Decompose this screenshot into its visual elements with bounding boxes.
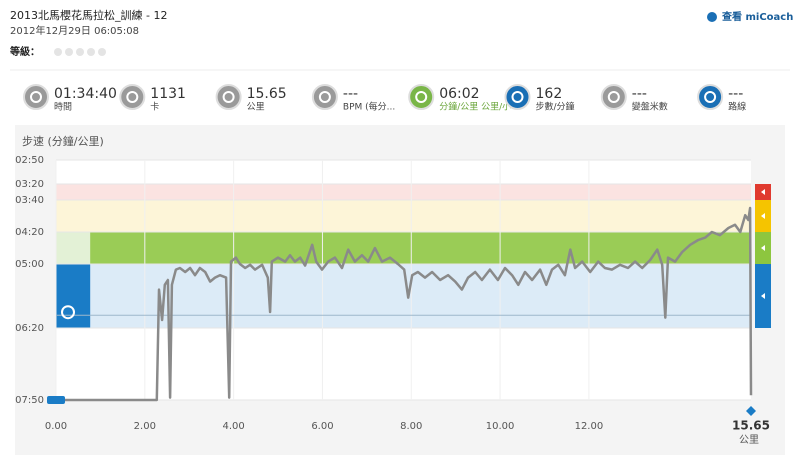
x-tick-label: 10.00 <box>486 421 515 432</box>
x-end-label: 15.65 <box>732 419 770 433</box>
stat-value: --- <box>632 86 647 102</box>
y-tick-label: 03:20 <box>15 179 44 190</box>
chart-title: 步速 (分鐘/公里) <box>22 134 104 148</box>
chart: 02:50 03:20 03:40 04:20 05:00 06:20 07:50 0.00 2… <box>15 155 771 446</box>
stat-value: 162 <box>536 86 563 102</box>
workout-date: 2012年12月29日 06:05:08 <box>10 24 139 37</box>
stat-label: 卡 <box>150 101 159 113</box>
x-tick-label: 2.00 <box>134 421 156 432</box>
rating-label: 等級： <box>10 45 40 58</box>
zone-tab-arrow <box>761 245 765 251</box>
x-tick-label: 0.00 <box>45 421 67 432</box>
workout-title: 2013北馬櫻花馬拉松_訓練 - 12 <box>10 8 167 22</box>
stat-icon <box>119 84 146 110</box>
x-tick-label: 6.00 <box>311 421 333 432</box>
pace-line <box>56 206 753 402</box>
link-icon[interactable] <box>707 12 717 22</box>
y-tick-label: 04:20 <box>15 227 44 238</box>
zone-tab-arrow <box>761 293 765 299</box>
stat-icon <box>408 84 435 110</box>
stat-icon-glyph <box>511 91 524 103</box>
y-tick-label: 03:40 <box>15 195 44 206</box>
micoach-link[interactable]: 查看 miCoach <box>721 10 793 23</box>
stat-value: 1131 <box>150 86 186 102</box>
y-tick-label: 07:50 <box>15 395 44 406</box>
zone-tab-arrow <box>761 189 765 195</box>
stat-value: 15.65 <box>247 86 287 102</box>
x-tick-label: 8.00 <box>400 421 422 432</box>
stat-value: --- <box>343 86 358 102</box>
stat-label: 變盤米數 <box>632 101 668 113</box>
start-handle[interactable] <box>47 396 65 404</box>
stat-icon <box>311 84 338 110</box>
stat-icon <box>504 84 531 110</box>
end-handle[interactable] <box>746 406 756 416</box>
zone-highlight <box>90 232 751 264</box>
y-tick-label: 02:50 <box>15 155 44 166</box>
stat-label: 分鐘/公里 公里/小 <box>439 101 511 113</box>
stat-icon-glyph <box>222 91 235 103</box>
stat-icon-glyph <box>318 91 331 103</box>
pace-zone <box>56 184 751 200</box>
x-unit: 公里 <box>739 434 759 446</box>
stat-icon <box>23 84 49 110</box>
stat-value: 01:34:40 <box>54 86 117 102</box>
stat-label: 路線 <box>728 101 746 113</box>
zone-tab-arrow <box>761 213 765 219</box>
x-tick-label: 4.00 <box>223 421 245 432</box>
stat-icon <box>215 84 242 110</box>
stat-value: 06:02 <box>439 86 479 102</box>
zone-highlight <box>56 264 91 328</box>
stat-icon-glyph <box>126 91 139 103</box>
stat-value: --- <box>728 86 743 102</box>
stat-icon-glyph <box>415 91 428 103</box>
stat-icon <box>697 84 724 110</box>
stat-icon <box>600 84 627 110</box>
y-tick-label: 06:20 <box>15 323 44 334</box>
rating-stars[interactable] <box>54 48 106 56</box>
stat-label: 步數/分鐘 <box>536 101 575 113</box>
stat-label: 時間 <box>54 102 72 113</box>
pace-zone <box>56 200 751 232</box>
stat-icon-glyph <box>30 91 42 103</box>
zone-marker <box>61 305 75 320</box>
stat-icon-glyph <box>704 91 717 103</box>
stat-icon-glyph <box>607 91 620 103</box>
stat-label: 公里 <box>247 102 265 113</box>
x-tick-label: 12.00 <box>575 421 604 432</box>
y-tick-label: 05:00 <box>15 259 44 270</box>
stat-label: BPM (每分... <box>343 101 395 113</box>
